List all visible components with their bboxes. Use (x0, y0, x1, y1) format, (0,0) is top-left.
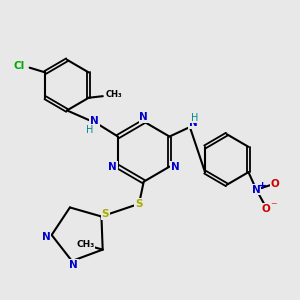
Text: O: O (261, 204, 270, 214)
Text: N: N (69, 260, 78, 270)
Text: N: N (108, 162, 117, 172)
Text: H: H (191, 112, 198, 122)
Text: N: N (189, 118, 197, 128)
Text: N: N (171, 162, 179, 172)
Text: N: N (42, 232, 50, 242)
Text: H: H (86, 124, 94, 135)
Text: N: N (252, 184, 261, 195)
Text: CH₃: CH₃ (106, 90, 122, 99)
Text: S: S (101, 209, 109, 219)
Text: O: O (271, 179, 279, 189)
Text: Cl: Cl (14, 61, 25, 71)
Text: N: N (140, 112, 148, 122)
Text: ⁻: ⁻ (270, 200, 277, 213)
Text: N: N (90, 116, 99, 126)
Text: CH₃: CH₃ (76, 240, 94, 249)
Text: S: S (135, 199, 143, 209)
Text: +: + (258, 182, 267, 191)
